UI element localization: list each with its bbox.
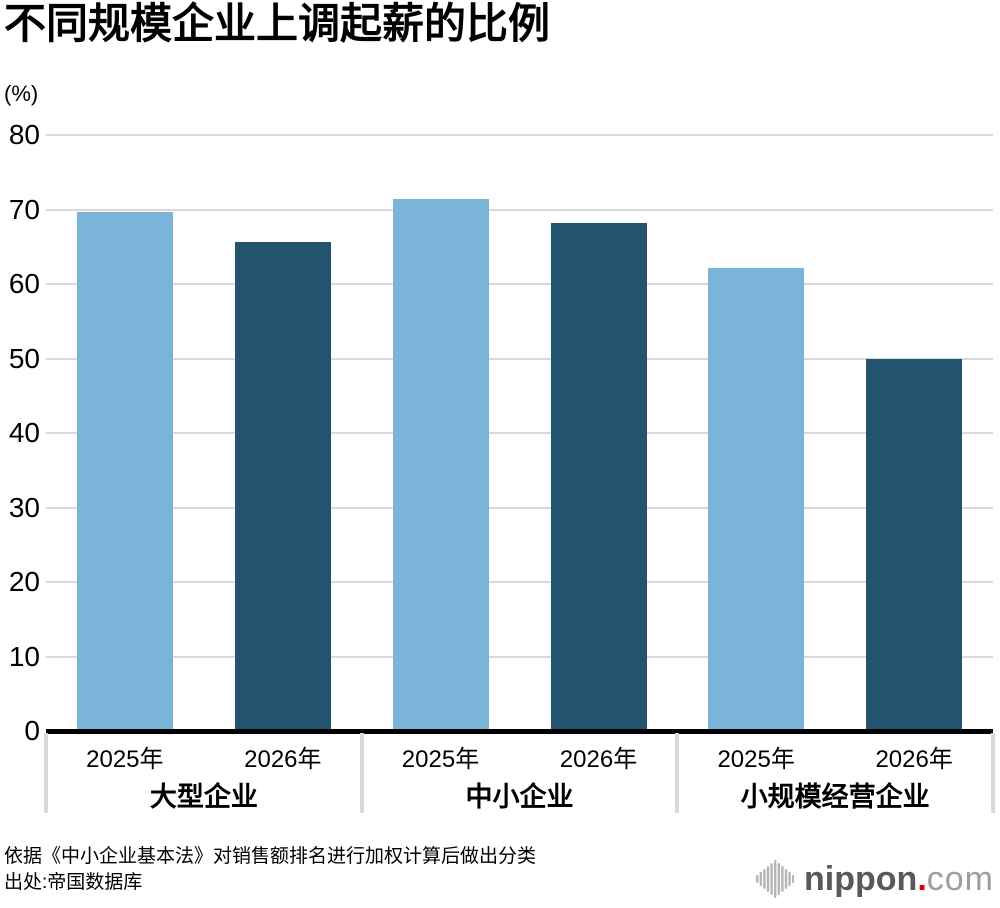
y-tick-label-60: 60 bbox=[8, 268, 40, 299]
y-tick-label-10: 10 bbox=[8, 640, 40, 672]
y-tick-label-40: 40 bbox=[8, 417, 40, 448]
gridline-70 bbox=[46, 208, 993, 211]
logo-dot: . bbox=[917, 860, 927, 898]
group-divider-3 bbox=[991, 733, 995, 813]
y-tick-label-50: 50 bbox=[8, 342, 40, 374]
bar-中小企业-2026年 bbox=[550, 222, 647, 731]
y-tick-label-30: 30 bbox=[8, 491, 40, 523]
gridline-50 bbox=[46, 357, 993, 360]
bar-小规模经营企业-2026年 bbox=[866, 358, 963, 731]
logo-text-com: com bbox=[926, 860, 994, 898]
chart-title: 不同规模企业上调起薪的比例 bbox=[4, 0, 551, 47]
footnote-classification: 依据《中小企业基本法》对销售额排名进行加权计算后做出分类 bbox=[4, 846, 537, 867]
y-tick-label-0: 0 bbox=[24, 715, 40, 746]
logo-text-nippon: nippon bbox=[804, 860, 918, 898]
group-label-小规模经营企业: 小规模经营企业 bbox=[740, 782, 930, 812]
y-axis-unit-label: (%) bbox=[4, 81, 39, 106]
group-divider-2 bbox=[675, 733, 680, 813]
group-divider-1 bbox=[359, 733, 364, 813]
y-tick-label-20: 20 bbox=[8, 566, 40, 597]
x-tick-label-小规模经营企业-2025年: 2025年 bbox=[717, 746, 795, 773]
group-label-大型企业: 大型企业 bbox=[149, 782, 258, 812]
soundwave-icon bbox=[756, 860, 795, 898]
group-divider-0 bbox=[44, 733, 48, 813]
x-tick-label-中小企业-2025年: 2025年 bbox=[401, 746, 480, 773]
x-axis-baseline bbox=[46, 729, 993, 734]
group-label-中小企业: 中小企业 bbox=[465, 782, 574, 812]
x-tick-label-大型企业-2026年: 2026年 bbox=[244, 746, 322, 773]
gridline-20 bbox=[46, 581, 993, 583]
source-credit: 出处:帝国数据库 bbox=[4, 872, 143, 893]
gridline-80 bbox=[46, 134, 993, 136]
gridline-10 bbox=[46, 655, 993, 658]
gridline-40 bbox=[46, 432, 993, 434]
x-tick-label-中小企业-2026年: 2026年 bbox=[559, 746, 638, 773]
x-tick-label-小规模经营企业-2026年: 2026年 bbox=[875, 746, 953, 773]
bar-大型企业-2025年 bbox=[76, 212, 173, 731]
bar-大型企业-2026年 bbox=[234, 242, 331, 731]
plot-area: 0 10 20 30 40 50 60 70 80 2025年 2026年大型企业 2025年 2026… bbox=[8, 119, 995, 813]
bar-中小企业-2025年 bbox=[392, 199, 489, 731]
x-tick-label-大型企业-2025年: 2025年 bbox=[86, 746, 164, 773]
bar-小规模经营企业-2025年 bbox=[708, 267, 805, 731]
y-tick-label-80: 80 bbox=[8, 119, 40, 150]
gridline-30 bbox=[46, 506, 993, 509]
gridline-60 bbox=[46, 283, 993, 285]
y-tick-label-70: 70 bbox=[8, 193, 40, 225]
nippon-logo: nippon.com bbox=[756, 858, 994, 900]
